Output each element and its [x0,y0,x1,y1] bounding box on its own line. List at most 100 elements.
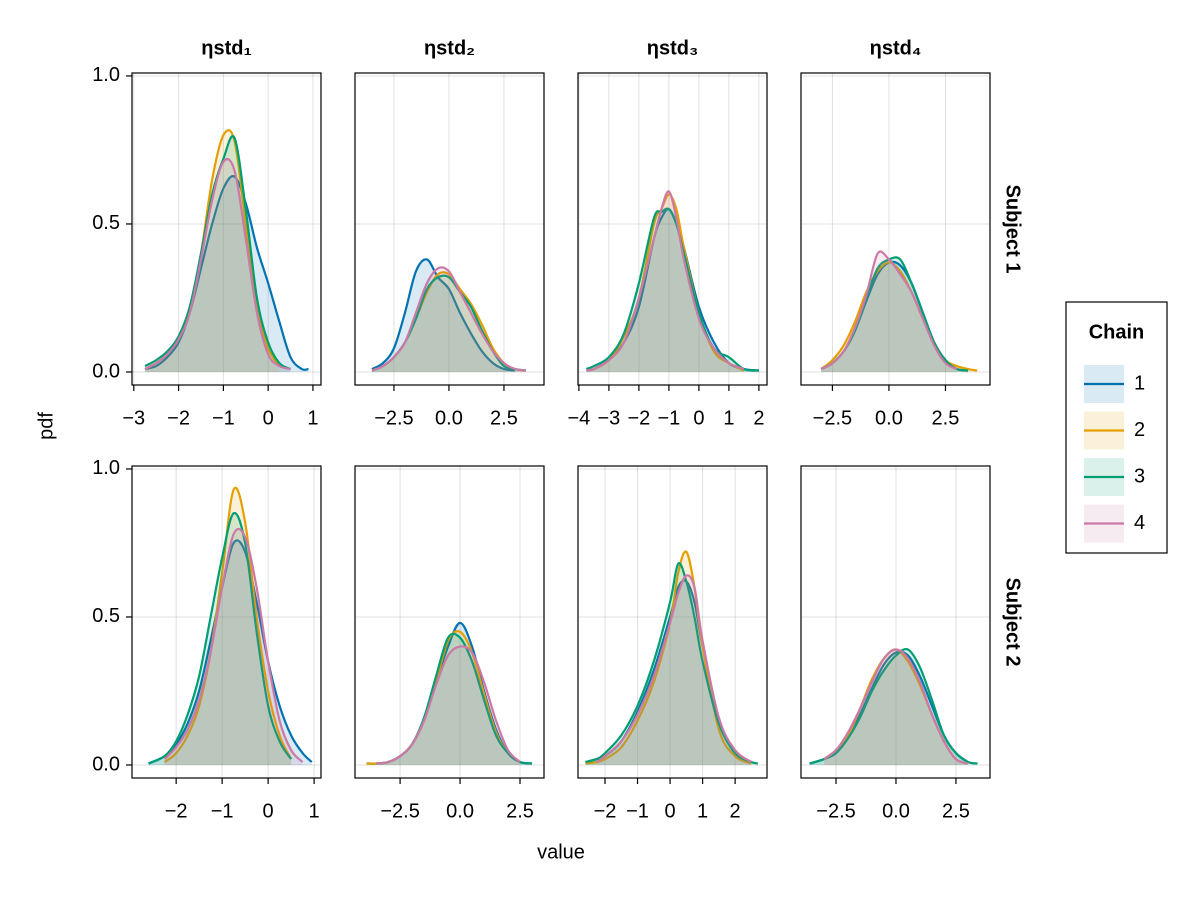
panel-frame [800,72,991,386]
panel-frame [131,465,322,779]
panel-title: ηstd₃ [647,37,698,59]
density-area [366,631,521,765]
density-area [164,487,292,765]
y-tick-label: 0.0 [92,753,120,775]
x-tick-label: −1 [211,800,234,822]
x-tick-label: 2.5 [932,407,960,429]
x-tick-label: −1 [212,407,235,429]
panel-title: ηstd₄ [870,37,922,59]
density-line [823,648,969,765]
x-tick-label: 2.5 [506,800,534,822]
x-tick-label: 0.0 [435,407,463,429]
legend: Chain 1 2 3 4 [1065,301,1168,554]
density-area [144,159,291,372]
density-line [586,190,745,372]
panel: −2 −1 0 1 2 [577,465,768,822]
panel-frame [354,465,545,779]
x-tick-label: −1 [657,407,680,429]
panel: −2.5 0.0 2.5 [354,465,545,822]
x-tick-label: −2 [627,407,650,429]
density-area [586,191,744,372]
density-line [585,561,759,765]
density-line [144,157,291,371]
x-tick-label: −2.5 [816,800,855,822]
x-tick-label: 0 [263,407,274,429]
x-tick-label: −4 [567,407,590,429]
x-tick-label: 0.0 [882,800,910,822]
x-axis-label: value [537,841,585,863]
density-area [821,257,969,372]
legend-label: 3 [1134,465,1145,487]
x-tick-label: 1 [309,800,320,822]
density-area [371,267,526,372]
density-area [376,633,533,765]
density-area [585,551,752,765]
density-area [371,275,526,372]
density-area [821,251,957,372]
x-tick-label: 2.5 [490,407,518,429]
x-tick-label: −2.5 [374,407,413,429]
density-area [809,649,978,765]
density-area [824,649,968,765]
plot-area [148,486,313,765]
x-tick-label: −2.5 [813,407,852,429]
density-area [164,528,303,765]
x-tick-label: −3 [122,407,145,429]
panel: −2 −1 0 1 0.0 0.5 1.0 [92,457,322,822]
y-tick-label: 1.0 [92,64,120,86]
density-area [371,259,515,372]
plot-area [809,647,978,765]
density-line [371,266,527,372]
x-tick-label: −3 [597,407,620,429]
x-tick-label: −2 [594,800,617,822]
panel-title: ηstd₁ [201,37,252,59]
plot-area [585,550,759,765]
x-tick-label: 1 [697,800,708,822]
density-area [586,194,744,372]
density-area [366,622,533,765]
x-tick-label: 0 [693,407,704,429]
density-area [144,136,291,372]
legend-frame [1065,301,1168,554]
panel-title: ηstd₂ [424,37,475,59]
density-area [596,575,752,765]
density-line [809,647,978,765]
density-line [148,512,293,765]
legend-label: 2 [1134,419,1145,441]
density-line [163,527,304,763]
density-line [371,258,516,372]
plot-area [371,258,527,372]
density-line [144,174,309,371]
x-tick-label: 1 [307,407,318,429]
x-tick-label: 2 [730,800,741,822]
x-tick-label: 0.0 [875,407,903,429]
density-line [375,645,521,765]
x-tick-label: −2.5 [380,800,419,822]
row-label: Subject 2 [1002,578,1024,667]
panel: −2.5 0.0 2.5 Subject 2 [800,465,1024,822]
panel: −4 −3 −2 −1 0 1 2 ηstd₃ [567,37,768,429]
y-tick-label: 1.0 [92,457,120,479]
row-label: Subject 1 [1002,185,1024,274]
x-tick-label: −2 [167,407,190,429]
legend-title: Chain [1089,321,1145,343]
density-area [824,649,968,765]
plot-area [585,190,760,372]
density-line [163,486,293,763]
density-area [585,563,758,765]
density-area [821,261,969,372]
x-tick-label: 2 [753,407,764,429]
y-tick-label: 0.0 [92,360,120,382]
panel: −2.5 0.0 2.5 ηstd₂ [354,37,545,429]
x-tick-label: 0.0 [446,800,474,822]
x-tick-label: 0 [263,800,274,822]
density-line [820,261,978,372]
x-tick-label: 0 [664,800,675,822]
density-line [585,550,752,765]
panel-frame [577,72,768,386]
panel: −2.5 0.0 2.5 ηstd₄ Subject 1 [800,37,1024,429]
legend-label: 4 [1134,512,1145,534]
density-line [148,539,313,765]
